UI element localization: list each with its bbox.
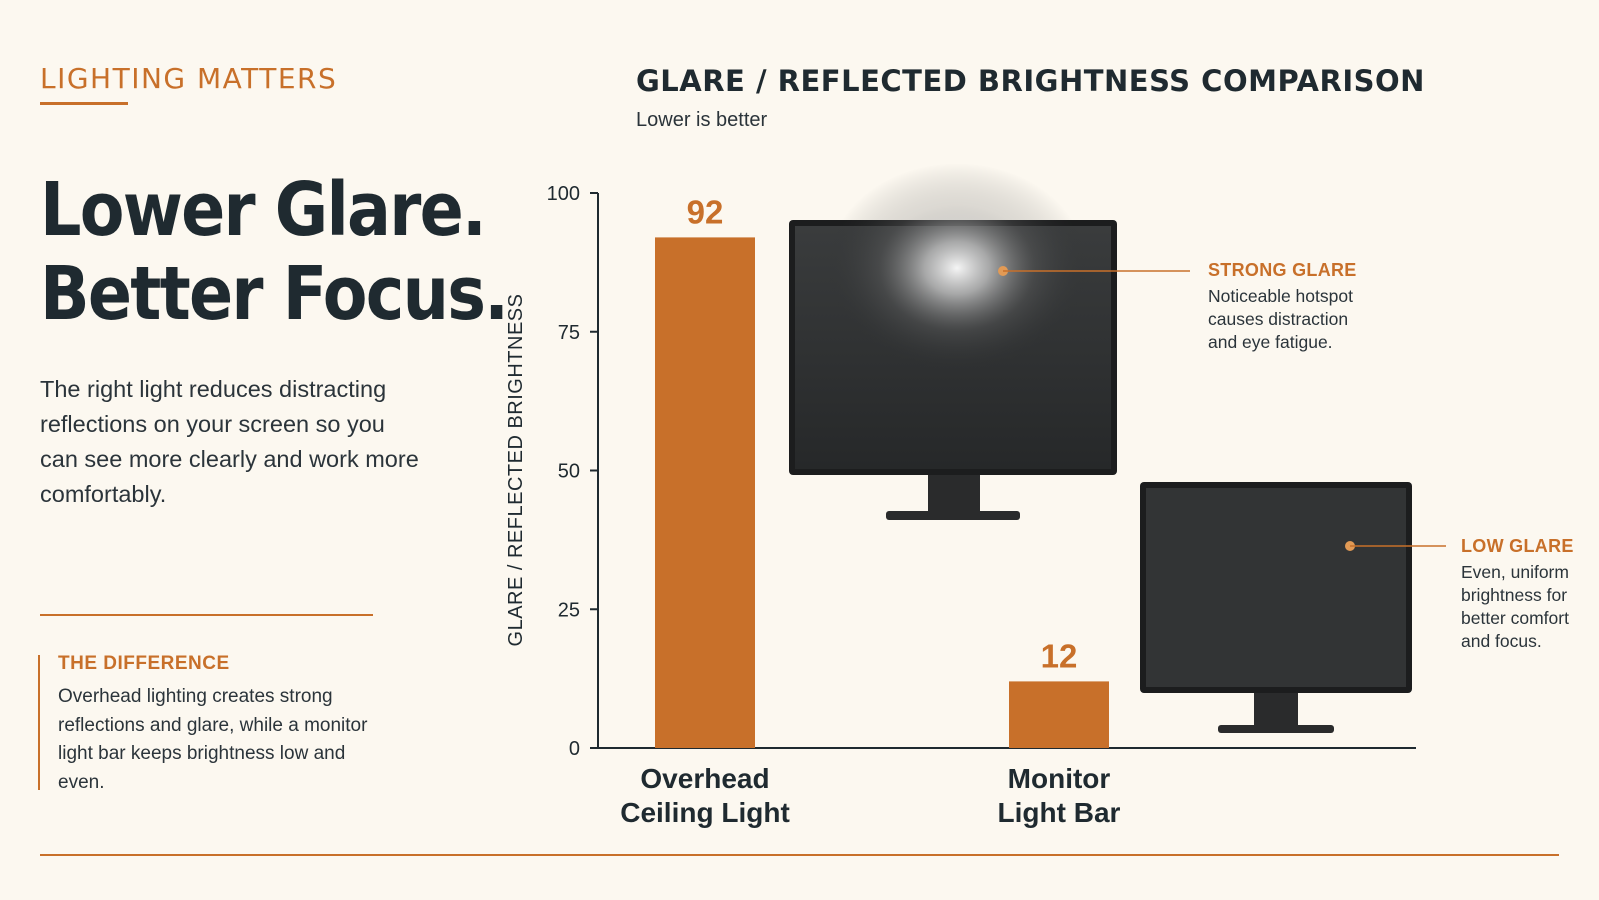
low-glare-text: Even, uniform brightness for better comf… [1461,562,1569,651]
bar [1009,681,1109,748]
chart-title: GLARE / REFLECTED BRIGHTNESS COMPARISON [636,64,1425,98]
strong-glare-text: Noticeable hotspot causes distraction an… [1208,286,1353,352]
low-glare-pointer [1345,541,1446,551]
headline-line-2: Better Focus. [40,251,509,337]
callout-title: THE DIFFERENCE [58,653,230,674]
y-tick-label: 25 [558,599,580,621]
bar-value-label: 12 [1041,637,1078,674]
y-tick-label: 100 [547,183,580,205]
callout-accent-bar [38,655,40,790]
eyebrow-underline [40,102,128,105]
chart-subtitle: Lower is better [636,109,768,131]
y-tick-label: 50 [558,461,580,483]
bar [655,237,755,748]
strong-glare-pointer [998,266,1190,276]
section-divider [40,614,373,616]
eyebrow-label: LIGHTING MATTERS [40,62,338,95]
category-label: Monitor [1008,763,1111,794]
strong-glare-title: STRONG GLARE [1208,260,1357,280]
headline: Lower Glare. Better Focus. [40,167,509,337]
low-glare-title: LOW GLARE [1461,536,1574,556]
y-tick-label: 0 [569,738,580,760]
intro-paragraph: The right light reduces distracting refl… [40,376,419,507]
footer-divider [40,854,1559,856]
y-tick-label: 75 [558,322,580,344]
monitor-even-icon [1140,482,1412,733]
y-axis-label: GLARE / REFLECTED BRIGHTNESS [505,294,527,647]
headline-line-1: Lower Glare. [40,167,487,253]
monitor-glare-icon [789,163,1117,520]
bar-value-label: 92 [687,193,724,230]
callout-text: Overhead lighting creates strong reflect… [58,686,368,793]
bars: 92 12 [655,193,1109,748]
category-label: Overhead [640,763,769,794]
category-label: Ceiling Light [620,797,790,828]
category-label: Light Bar [998,797,1121,828]
y-ticks: 0 25 50 75 100 [547,183,598,760]
